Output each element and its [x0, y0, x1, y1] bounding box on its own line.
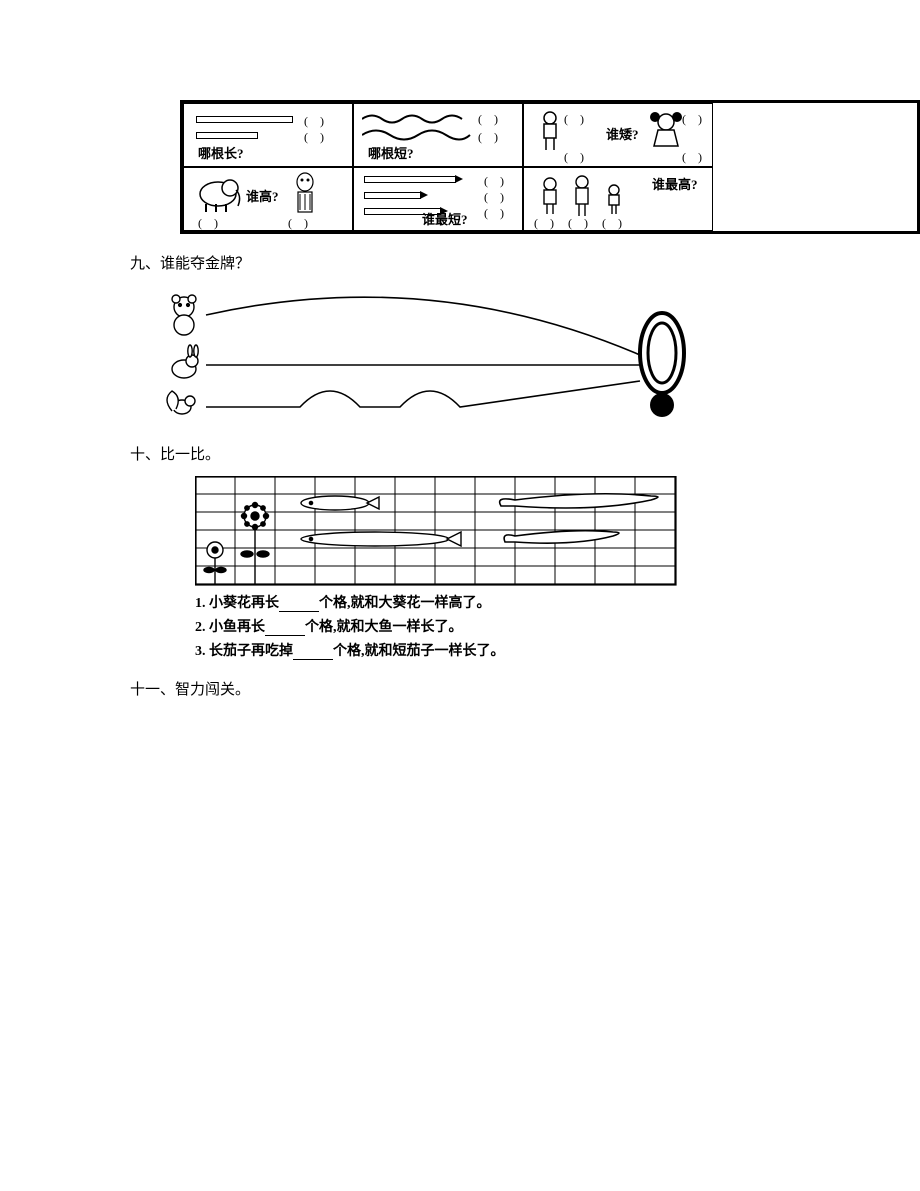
- q-pre: 小鱼再长: [209, 620, 265, 635]
- rabbit-icon: [172, 345, 198, 378]
- squirrel-icon: [167, 391, 195, 414]
- blank[interactable]: [293, 645, 333, 660]
- section-9-heading: 九、谁能夺金牌？: [130, 252, 920, 273]
- q10-1: 1. 小葵花再长 个格,就和大葵花一样高了。: [195, 592, 695, 612]
- cell-label: 哪根长?: [198, 143, 244, 162]
- pencil-1: [364, 176, 456, 183]
- race-figure: [160, 285, 690, 425]
- cell-which-longer: ( ) ( ) 哪根长?: [183, 103, 353, 167]
- section-10-figure: 1. 小葵花再长 个格,就和大葵花一样高了。 2. 小鱼再长 个格,就和大鱼一样长了…: [195, 476, 695, 660]
- girl-icon: [648, 110, 684, 152]
- wavy-line-2: [362, 128, 472, 142]
- q-pre: 长茄子再吃掉: [209, 644, 293, 659]
- q-post: 个格,就和大葵花一样高了。: [319, 596, 491, 611]
- race-svg: [160, 285, 690, 425]
- paren: ( ): [304, 128, 324, 145]
- cell-label: 谁矮?: [606, 124, 639, 143]
- q10-2: 2. 小鱼再长 个格,就和大鱼一样长了。: [195, 616, 695, 636]
- cell-label: 谁最短?: [422, 209, 468, 228]
- three-people-icon: [536, 174, 646, 216]
- cell-label: 谁最高?: [652, 174, 698, 193]
- elephant-icon: [192, 174, 242, 212]
- paren: ( ): [534, 214, 554, 231]
- q-num: 1.: [195, 596, 206, 611]
- grid-svg: [195, 476, 677, 588]
- squirrel-path: [206, 381, 640, 407]
- paren: ( ): [288, 214, 308, 231]
- comparison-table: ( ) ( ) 哪根长? ( ) ( ) 哪根短?: [180, 100, 920, 234]
- worksheet-page: ( ) ( ) 哪根长? ( ) ( ) 哪根短?: [0, 0, 920, 1191]
- paren: ( ): [564, 148, 584, 165]
- cell-which-shorter: ( ) ( ) 哪根短?: [353, 103, 523, 167]
- cell-who-shorter: ( ) 谁矮? ( ) ( ) ( ): [523, 103, 713, 167]
- paren: ( ): [564, 110, 584, 127]
- paren: ( ): [304, 112, 324, 129]
- q10-3: 3. 长茄子再吃掉 个格,就和短茄子一样长了。: [195, 640, 695, 660]
- paren: ( ): [484, 188, 504, 205]
- q-num: 3.: [195, 644, 206, 659]
- paren: ( ): [682, 148, 702, 165]
- bear-icon: [172, 295, 196, 335]
- medal-icon: [640, 313, 684, 417]
- blank[interactable]: [265, 621, 305, 636]
- section-8-figure: ( ) ( ) 哪根长? ( ) ( ) 哪根短?: [180, 100, 920, 234]
- section-11-heading: 十一、智力闯关。: [130, 678, 920, 699]
- paren: ( ): [484, 204, 504, 221]
- pencil-2: [364, 192, 421, 199]
- paren: ( ): [602, 214, 622, 231]
- paren: ( ): [198, 214, 218, 231]
- cell-who-taller: 谁高? ( ) ( ): [183, 167, 353, 231]
- q-post: 个格,就和大鱼一样长了。: [305, 620, 463, 635]
- paren: ( ): [682, 110, 702, 127]
- cell-which-shortest: ( ) ( ) ( ) 谁最短?: [353, 167, 523, 231]
- owl-on-stump-icon: [290, 172, 320, 216]
- bear-path: [206, 297, 640, 355]
- bar-short: [196, 132, 258, 139]
- cell-label: 谁高?: [246, 186, 279, 205]
- q-num: 2.: [195, 620, 206, 635]
- boy-icon: [536, 110, 564, 152]
- bar-long: [196, 116, 293, 123]
- paren: ( ): [478, 128, 498, 145]
- paren: ( ): [484, 172, 504, 189]
- section-10-heading: 十、比一比。: [130, 443, 920, 464]
- wavy-line-1: [362, 112, 472, 126]
- blank[interactable]: [279, 597, 319, 612]
- q-post: 个格,就和短茄子一样长了。: [333, 644, 505, 659]
- q-pre: 小葵花再长: [209, 596, 279, 611]
- paren: ( ): [478, 110, 498, 127]
- cell-label: 哪根短?: [368, 143, 414, 162]
- paren: ( ): [568, 214, 588, 231]
- cell-who-tallest: 谁最高? ( ) ( ) ( ): [523, 167, 713, 231]
